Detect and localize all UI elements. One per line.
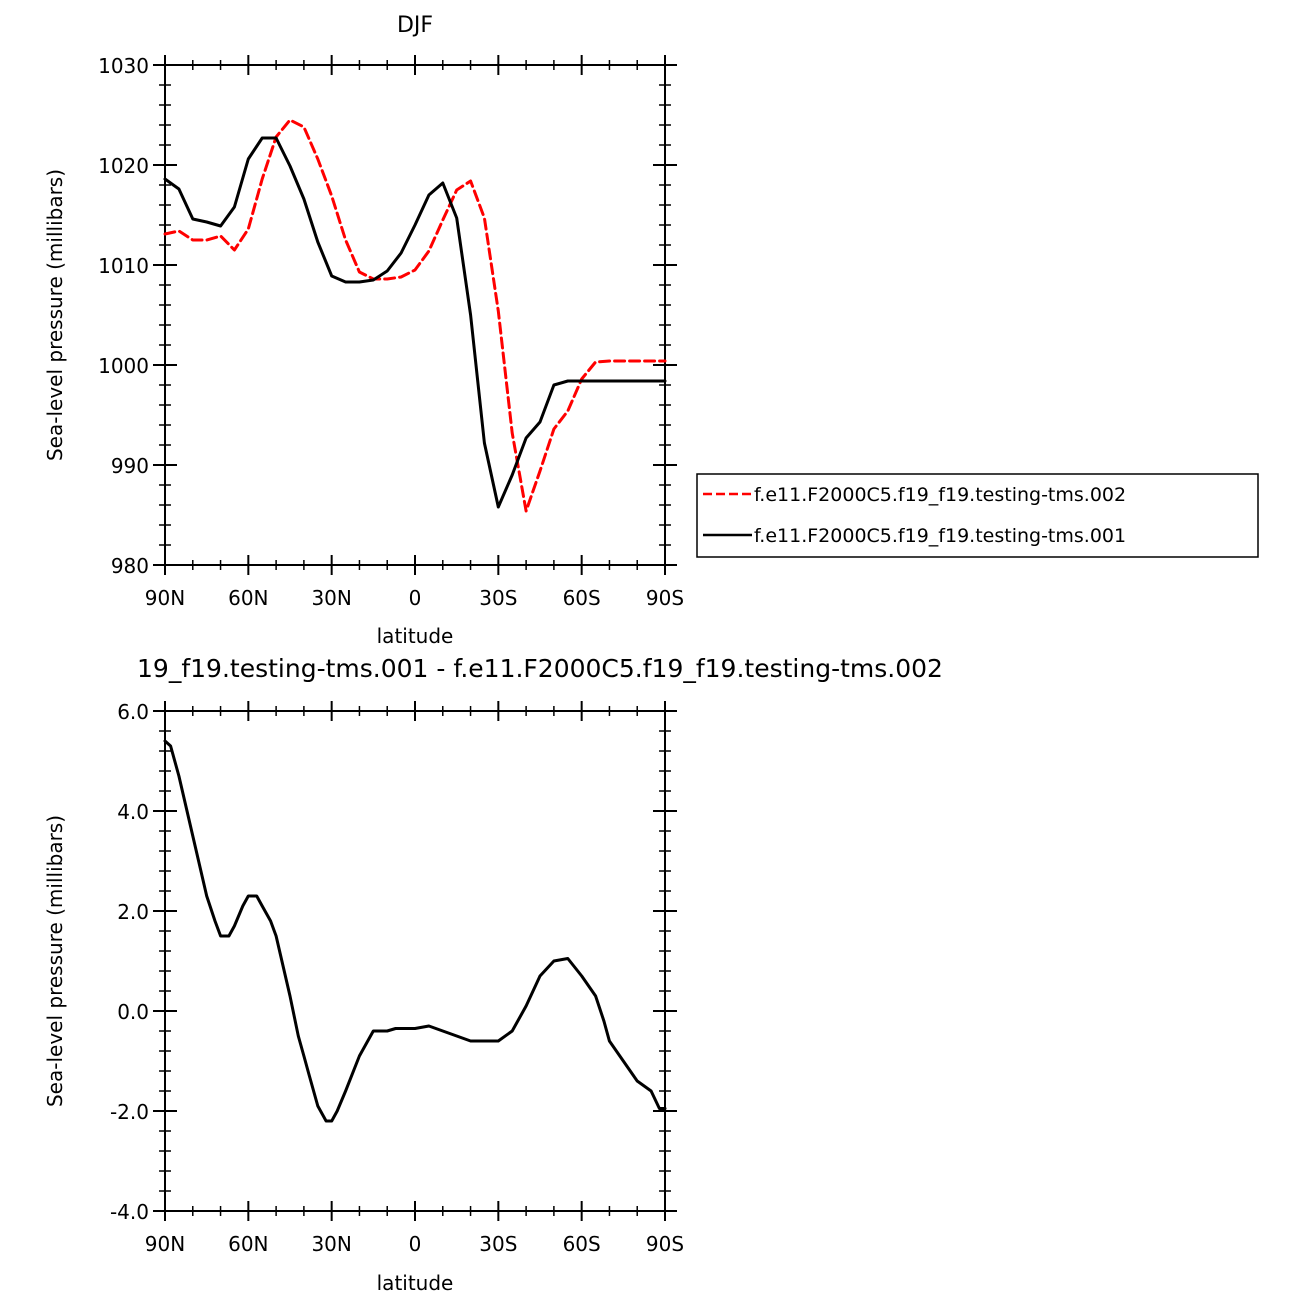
x-tick-label: 30N [311,1232,351,1256]
y-tick-label: 1010 [98,254,149,278]
legend-entry-2: f.e11.F2000C5.f19_f19.testing-tms.001 [754,525,1126,547]
series-lines [163,118,667,513]
legend-box [696,473,1259,558]
x-tick-label: 90S [646,586,684,610]
x-tick-labels: 90N 60N 30N 0 30S 60S 90S [145,1232,684,1256]
series-lines [163,739,667,1123]
y-tick-label: 980 [111,554,149,578]
x-tick-label: 0 [409,586,422,610]
x-tick-label: 60N [228,586,268,610]
series-line-1 [163,739,667,1123]
plot-frame [164,64,666,566]
x-tick-label: 60S [563,1232,601,1256]
y-tick-label: 6.0 [117,700,149,724]
tick-marks [153,701,677,1221]
y-tick-label: -4.0 [110,1200,149,1224]
x-axis-label: latitude [377,1271,454,1295]
bottom-chart: 19_f19.testing-tms.001 - f.e11.F2000C5.f… [43,654,943,1295]
y-tick-label: 2.0 [117,900,149,924]
chart-title: DJF [397,13,433,38]
x-tick-label: 30S [479,586,517,610]
x-tick-label: 60N [228,1232,268,1256]
y-axis-label: Sea-level pressure (millibars) [43,169,67,461]
y-tick-label: 1030 [98,54,149,78]
x-tick-label: 90N [145,1232,185,1256]
series-line-2 [163,136,667,509]
x-tick-label: 0 [409,1232,422,1256]
y-tick-label: 1020 [98,154,149,178]
x-tick-label: 90S [646,1232,684,1256]
plot-frame [164,710,666,1212]
legend-entry-1: f.e11.F2000C5.f19_f19.testing-tms.002 [754,484,1126,506]
y-axis-label: Sea-level pressure (millibars) [43,815,67,1107]
x-tick-labels: 90N 60N 30N 0 30S 60S 90S [145,586,684,610]
x-axis-label: latitude [377,624,454,648]
y-tick-label: -2.0 [110,1100,149,1124]
chart-title: 19_f19.testing-tms.001 - f.e11.F2000C5.f… [137,654,943,683]
y-tick-label: 990 [111,454,149,478]
y-tick-label: 4.0 [117,800,149,824]
y-tick-labels: -4.0 -2.0 0.0 2.0 4.0 6.0 [110,700,149,1224]
tick-marks [153,55,677,575]
x-tick-label: 60S [563,586,601,610]
top-chart: DJF 90N 60N 30N 0 30S 60S 90S 980 990 1000 1010 10… [43,13,1259,648]
y-tick-label: 0.0 [117,1000,149,1024]
legend: f.e11.F2000C5.f19_f19.testing-tms.002 f.… [696,473,1259,558]
x-tick-label: 30S [479,1232,517,1256]
y-tick-labels: 980 990 1000 1010 1020 1030 [98,54,149,578]
x-tick-label: 30N [311,586,351,610]
series-line-1 [163,118,667,513]
y-tick-label: 1000 [98,354,149,378]
x-tick-label: 90N [145,586,185,610]
